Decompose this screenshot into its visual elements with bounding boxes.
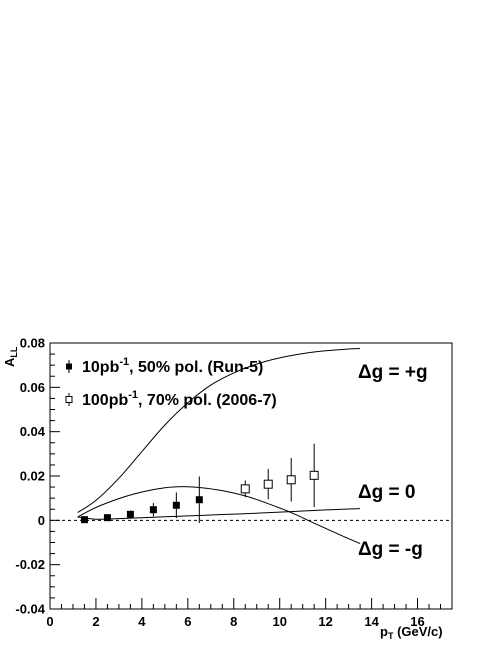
y-tick-label: 0.04 (20, 424, 46, 439)
legend-run5-pre: 10pb (82, 359, 120, 376)
y-axis-title-main: A (2, 357, 17, 367)
legend-run5-sup: -1 (119, 356, 129, 368)
x-tick-label: 14 (364, 614, 379, 629)
legend-run5-post: , 50% pol. (Run-5) (129, 359, 263, 376)
legend-entry-run5: 10pb-1, 50% pol. (Run-5) (66, 356, 263, 376)
legend-2006-7-post: , 70% pol. (2006-7) (138, 392, 277, 409)
data-point-run5 (126, 510, 134, 518)
data-point-2006-7 (309, 470, 319, 480)
curve-dg-zero (77, 508, 361, 520)
y-axis-title: ALL (2, 346, 19, 367)
data-point-2006-7 (240, 484, 250, 494)
x-tick-label: 6 (184, 614, 191, 629)
y-tick-label: 0.06 (20, 380, 45, 395)
x-axis-title-sub: T (388, 631, 394, 641)
y-tick-label: -0.04 (15, 602, 45, 617)
data-point-run5 (172, 501, 180, 509)
legend-run5-marker (66, 363, 72, 370)
y-tick-label: 0.02 (20, 469, 45, 484)
x-tick-label: 4 (138, 614, 146, 629)
legend-2006-7-marker (65, 396, 73, 403)
y-tick-label: 0 (38, 513, 45, 528)
legend-entry-2006-7: 100pb-1, 70% pol. (2006-7) (65, 389, 277, 409)
curve-dg-plus (77, 348, 361, 514)
x-axis-title-main: p (380, 624, 388, 639)
annotation-dg-zero: Δg = 0 (358, 482, 415, 503)
legend-2006-7-pre: 100pb (82, 392, 128, 409)
x-axis-title: pT (GeV/c) (380, 624, 443, 641)
x-axis-title-rest: (GeV/c) (393, 624, 442, 639)
y-axis-title-sub: LL (9, 346, 19, 357)
data-point-run5 (103, 514, 111, 522)
x-tick-label: 0 (46, 614, 53, 629)
x-tick-label: 12 (318, 614, 332, 629)
y-tick-label: -0.02 (15, 557, 45, 572)
data-point-2006-7 (263, 479, 273, 489)
x-tick-label: 2 (92, 614, 99, 629)
annotation-dg-minus: Δg = -g (358, 539, 423, 560)
x-tick-label: 10 (272, 614, 286, 629)
curve-dg-minus (77, 486, 361, 545)
legend-run5-label: 10pb-1, 50% pol. (Run-5) (82, 356, 263, 376)
legend-2006-7-sup: -1 (128, 389, 138, 401)
x-tick-label: 8 (230, 614, 237, 629)
y-tick-label: 0.08 (20, 336, 45, 351)
data-point-2006-7 (286, 475, 296, 485)
x-tick-label: 16 (410, 614, 424, 629)
data-point-run5 (149, 506, 157, 514)
legend-2006-7-label: 100pb-1, 70% pol. (2006-7) (82, 389, 277, 409)
legend: 10pb-1, 50% pol. (Run-5) 100pb-1, 70% po… (65, 356, 277, 409)
data-point-run5 (80, 516, 88, 524)
annotation-dg-plus: Δg = +g (358, 362, 428, 383)
data-point-run5 (195, 496, 203, 504)
